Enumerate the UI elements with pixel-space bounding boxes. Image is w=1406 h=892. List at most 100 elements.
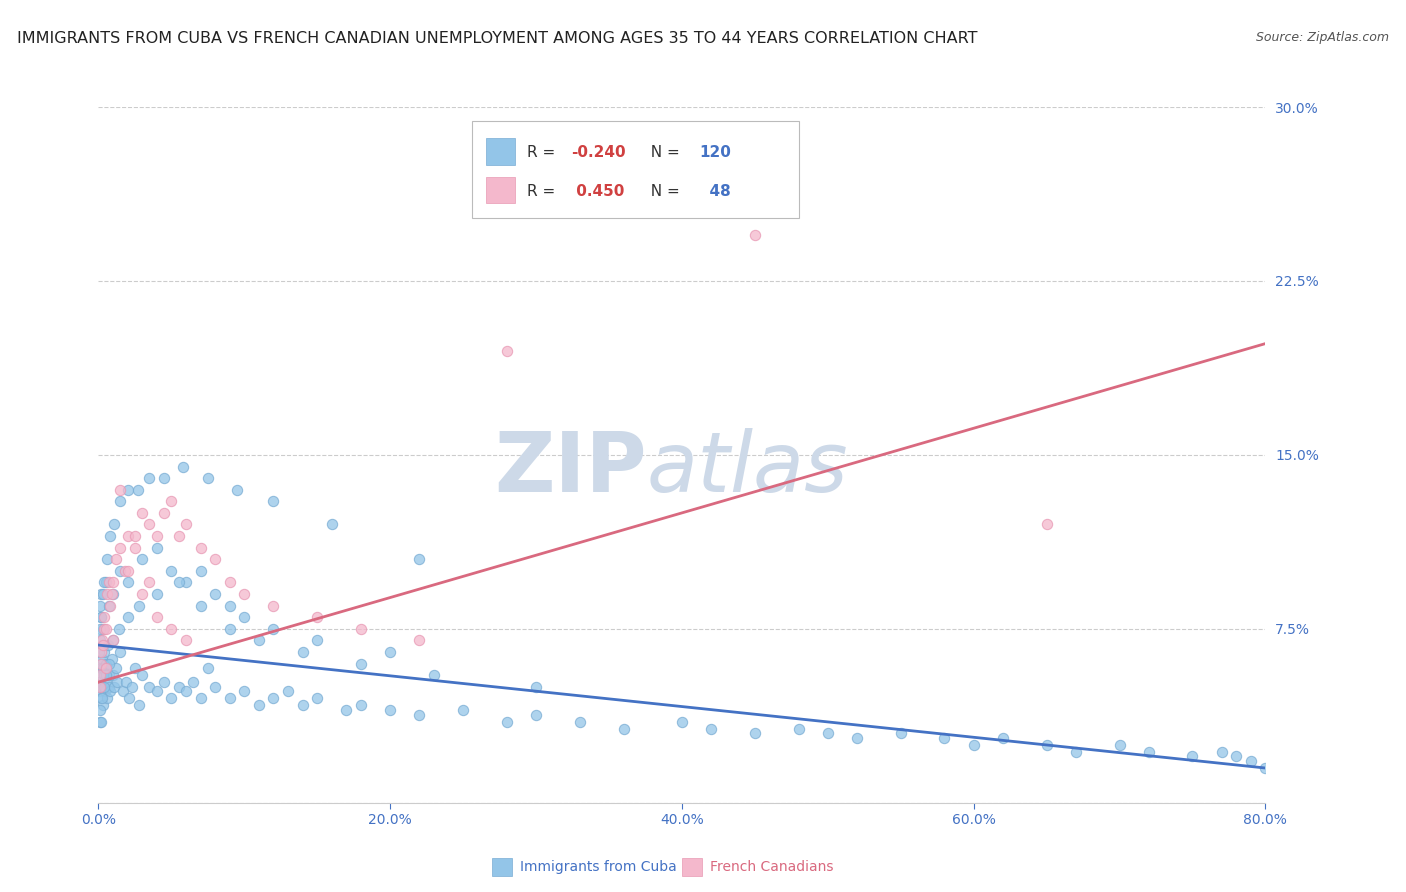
- Point: [89, 684, 111, 698]
- Point: [174, 633, 197, 648]
- Point: [817, 726, 839, 740]
- Text: N =: N =: [641, 184, 685, 199]
- Point: [90, 645, 112, 659]
- Point: [247, 698, 270, 713]
- Point: [91, 633, 114, 648]
- Point: [146, 529, 169, 543]
- Point: [98, 529, 121, 543]
- Point: [90, 657, 112, 671]
- Point: [117, 529, 139, 543]
- Point: [190, 541, 212, 555]
- Point: [103, 517, 125, 532]
- Point: [167, 529, 190, 543]
- Point: [167, 680, 190, 694]
- Point: [98, 599, 121, 613]
- Point: [96, 691, 118, 706]
- Text: R =: R =: [527, 145, 560, 160]
- Point: [91, 638, 114, 652]
- Point: [98, 668, 121, 682]
- Point: [90, 587, 112, 601]
- Point: [108, 622, 131, 636]
- Point: [97, 575, 120, 590]
- Point: [101, 587, 124, 601]
- Point: [89, 714, 111, 729]
- Point: [307, 691, 329, 706]
- Point: [174, 575, 197, 590]
- Point: [1137, 745, 1160, 759]
- Point: [204, 587, 226, 601]
- Point: [103, 680, 125, 694]
- Point: [96, 675, 118, 690]
- Point: [153, 675, 176, 690]
- Point: [117, 564, 139, 578]
- Point: [89, 668, 111, 682]
- Point: [190, 691, 212, 706]
- Point: [97, 599, 120, 613]
- Point: [89, 645, 111, 659]
- Point: [277, 684, 299, 698]
- Point: [121, 680, 143, 694]
- Point: [380, 703, 402, 717]
- Point: [153, 506, 176, 520]
- Point: [94, 657, 117, 671]
- Point: [131, 587, 153, 601]
- Point: [160, 564, 183, 578]
- Text: Source: ZipAtlas.com: Source: ZipAtlas.com: [1256, 31, 1389, 45]
- Point: [110, 494, 132, 508]
- Point: [146, 541, 169, 555]
- Point: [204, 680, 226, 694]
- Point: [110, 541, 132, 555]
- Point: [496, 714, 519, 729]
- Point: [671, 714, 693, 729]
- Point: [350, 657, 373, 671]
- Point: [117, 575, 139, 590]
- Point: [423, 668, 446, 682]
- Point: [100, 652, 122, 666]
- Point: [91, 587, 114, 601]
- Point: [138, 517, 160, 532]
- Point: [174, 517, 197, 532]
- Point: [114, 564, 136, 578]
- Point: [197, 661, 219, 675]
- Point: [307, 633, 329, 648]
- Point: [128, 599, 150, 613]
- Point: [89, 703, 111, 717]
- Point: [91, 698, 114, 713]
- Text: Immigrants from Cuba: Immigrants from Cuba: [520, 860, 676, 874]
- Text: ZIP: ZIP: [495, 428, 647, 509]
- Point: [104, 661, 127, 675]
- Point: [93, 575, 115, 590]
- Point: [380, 645, 402, 659]
- Point: [93, 610, 115, 624]
- Point: [1211, 745, 1233, 759]
- Bar: [682, 858, 702, 876]
- Point: [101, 575, 124, 590]
- Point: [115, 675, 138, 690]
- Point: [93, 622, 115, 636]
- Point: [93, 645, 115, 659]
- Point: [451, 703, 474, 717]
- Point: [94, 684, 117, 698]
- Text: -0.240: -0.240: [571, 145, 626, 160]
- Point: [90, 661, 112, 675]
- Point: [90, 714, 112, 729]
- Point: [890, 726, 912, 740]
- Point: [496, 343, 519, 358]
- Point: [1240, 754, 1263, 768]
- Text: N =: N =: [641, 145, 685, 160]
- Point: [263, 691, 285, 706]
- Point: [744, 726, 766, 740]
- Point: [117, 610, 139, 624]
- Point: [233, 684, 256, 698]
- Point: [97, 657, 120, 671]
- Point: [233, 610, 256, 624]
- Point: [94, 575, 117, 590]
- Point: [127, 483, 149, 497]
- Point: [90, 657, 112, 671]
- Point: [90, 652, 112, 666]
- Point: [89, 680, 111, 694]
- Point: [218, 691, 240, 706]
- Point: [105, 675, 128, 690]
- Point: [94, 668, 117, 682]
- Point: [524, 680, 547, 694]
